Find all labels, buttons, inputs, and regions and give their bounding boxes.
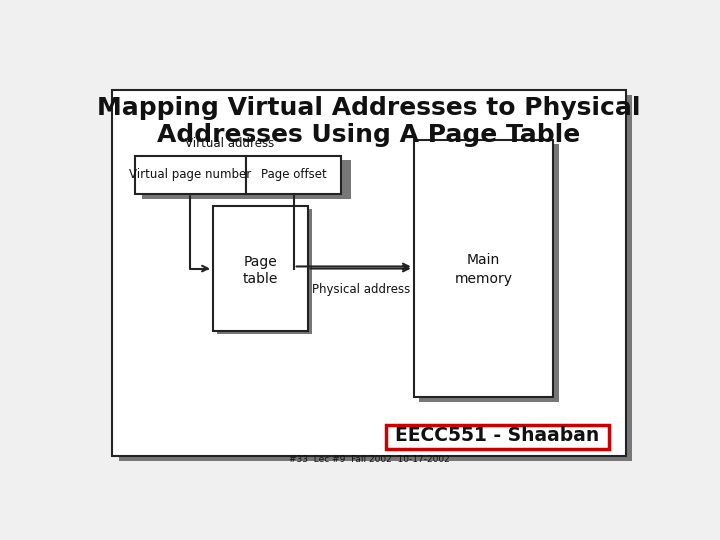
Text: Addresses Using A Page Table: Addresses Using A Page Table <box>158 124 580 147</box>
Text: Mapping Virtual Addresses to Physical: Mapping Virtual Addresses to Physical <box>97 97 641 120</box>
FancyBboxPatch shape <box>119 94 632 461</box>
FancyBboxPatch shape <box>413 140 553 397</box>
FancyBboxPatch shape <box>135 156 246 194</box>
Text: Physical address: Physical address <box>312 283 410 296</box>
FancyBboxPatch shape <box>386 426 609 449</box>
Text: EECC551 - Shaaban: EECC551 - Shaaban <box>395 426 600 445</box>
Text: table: table <box>243 272 278 286</box>
Text: #33  Lec #9  Fall 2002  10-17-2002: #33 Lec #9 Fall 2002 10-17-2002 <box>289 455 449 464</box>
Text: Virtual page number: Virtual page number <box>130 168 251 181</box>
FancyBboxPatch shape <box>213 206 307 331</box>
Text: Main: Main <box>467 253 500 267</box>
Text: Page: Page <box>243 255 277 269</box>
Text: Page offset: Page offset <box>261 168 327 181</box>
Text: memory: memory <box>454 272 513 286</box>
FancyBboxPatch shape <box>419 144 559 402</box>
FancyBboxPatch shape <box>217 210 312 334</box>
Text: Virtual address: Virtual address <box>185 137 274 150</box>
FancyBboxPatch shape <box>142 160 351 199</box>
FancyBboxPatch shape <box>246 156 341 194</box>
FancyBboxPatch shape <box>112 90 626 456</box>
